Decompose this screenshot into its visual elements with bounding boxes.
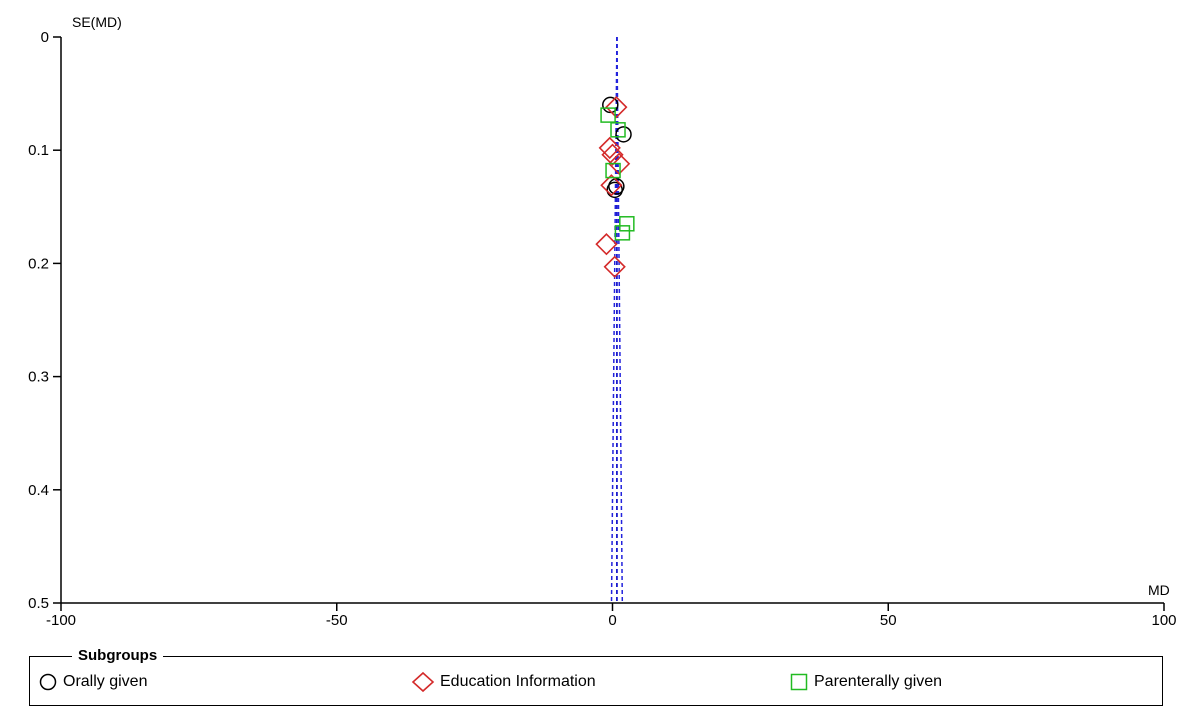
- point-education-information: [595, 233, 618, 256]
- x-axis-title: MD: [1148, 582, 1170, 598]
- legend-item-parenterally-given: Parenterally given: [789, 671, 942, 693]
- data-points: [595, 96, 635, 278]
- y-axis-title: SE(MD): [72, 14, 122, 30]
- y-tick-label: 0.1: [28, 142, 49, 159]
- x-tick-label: 50: [880, 612, 897, 629]
- y-tick-label: 0.2: [28, 255, 49, 272]
- point-education-information: [603, 255, 626, 278]
- square-marker-icon: [790, 673, 808, 691]
- funnel-ci-line: [616, 36, 624, 604]
- point-orally-given: [606, 181, 623, 199]
- x-tick-label: 100: [1151, 612, 1176, 629]
- point-education-information: [601, 143, 624, 166]
- point-orally-given: [608, 178, 625, 195]
- axes: 0 0.1 0.2 0.3 0.4 0.5-100 -50 0 50 100: [28, 29, 1176, 629]
- legend-item-orally-given: Orally given: [38, 671, 147, 693]
- point-parenterally-given: [614, 225, 631, 241]
- point-parenterally-given: [619, 216, 635, 232]
- point-orally-given: [615, 126, 632, 143]
- y-tick-label: 0.5: [28, 595, 49, 612]
- point-orally-given: [602, 96, 619, 114]
- point-parenterally-given: [600, 107, 616, 123]
- y-tick-label: 0.3: [28, 369, 49, 386]
- legend-label-parenterally-given: Parenterally given: [814, 673, 943, 690]
- circle-marker-icon: [39, 673, 57, 691]
- legend-label-education-information: Education Information: [440, 673, 596, 690]
- x-tick-label: -100: [46, 612, 76, 629]
- legend-label-orally-given: Orally given: [63, 673, 148, 690]
- y-tick-label: 0.4: [28, 482, 49, 499]
- diamond-marker-icon: [411, 671, 435, 693]
- point-education-information: [600, 174, 623, 197]
- point-parenterally-given: [605, 162, 621, 179]
- legend-item-education-information: Education Information: [411, 671, 596, 693]
- point-education-information: [598, 136, 621, 160]
- x-tick-label: -50: [326, 612, 348, 629]
- point-education-information: [605, 96, 628, 119]
- x-tick-label: 0: [608, 612, 616, 629]
- y-tick-label: 0: [41, 29, 49, 46]
- legend-title: Subgroups: [72, 647, 164, 664]
- point-parenterally-given: [610, 122, 626, 138]
- point-education-information: [607, 152, 631, 175]
- legend: [29, 656, 1163, 706]
